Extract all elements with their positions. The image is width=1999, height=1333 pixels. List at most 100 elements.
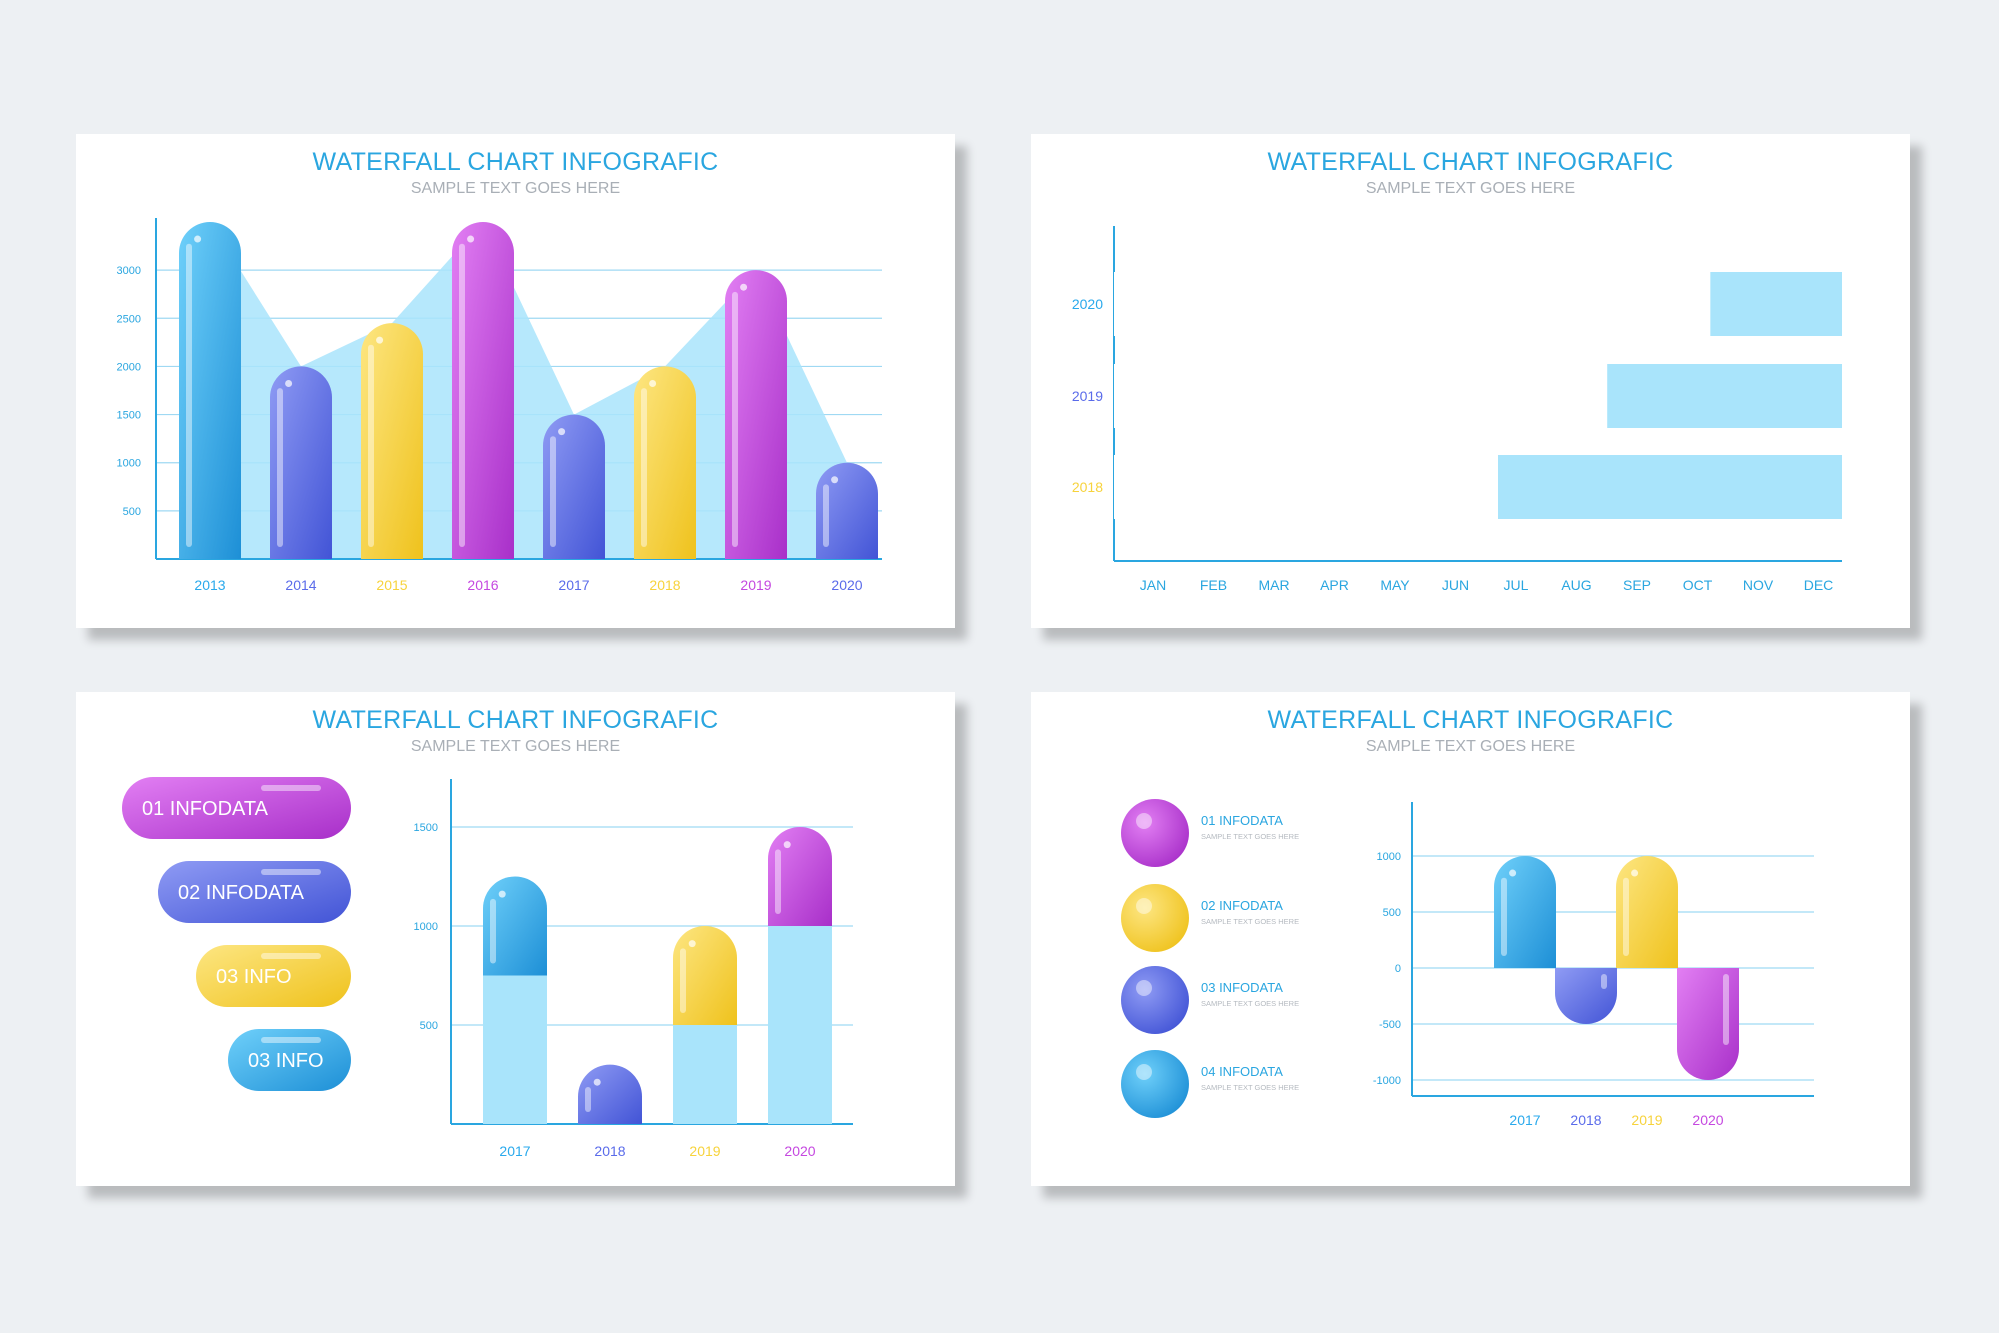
- x-tick-label: OCT: [1683, 577, 1713, 593]
- legend-item: 03 INFODATA SAMPLE TEXT GOES HERE: [1121, 966, 1299, 1034]
- x-tick-label: MAR: [1258, 577, 1289, 593]
- legend-item: 04 INFODATA SAMPLE TEXT GOES HERE: [1121, 1050, 1299, 1118]
- bar: [361, 323, 423, 559]
- x-tick-label: 2019: [740, 577, 771, 593]
- chart-subtitle: SAMPLE TEXT GOES HERE: [410, 738, 621, 755]
- bar: [634, 366, 696, 559]
- chart-card-4: WATERFALL CHART INFOGRAFIC SAMPLE TEXT G…: [1031, 692, 1910, 1186]
- x-tick-label: 2017: [558, 577, 589, 593]
- y-tick-label: 1000: [117, 458, 141, 470]
- y-tick-label: 500: [1383, 907, 1401, 919]
- chart-title: WATERFALL CHART INFOGRAFIC: [1267, 706, 1674, 734]
- x-tick-label: 2020: [1692, 1112, 1723, 1128]
- positive-negative-bar-chart: 1000 500 0 -500 -1000 2017 2018 2019 2020 01 INFO…: [1121, 799, 1814, 1128]
- chart-card-3: WATERFALL CHART INFOGRAFIC SAMPLE TEXT G…: [76, 692, 955, 1186]
- y-tick-label: 2000: [117, 361, 141, 373]
- x-tick-label: AUG: [1561, 577, 1591, 593]
- legend-title: 01 INFODATA: [1201, 813, 1283, 828]
- x-tick-label: 2013: [194, 577, 225, 593]
- legend-item: 03 INFO: [228, 1029, 351, 1091]
- bar: [1677, 968, 1739, 1080]
- bar: [1494, 856, 1556, 968]
- legend-title: 04 INFODATA: [1201, 1064, 1283, 1079]
- legend-item: 02 INFODATA SAMPLE TEXT GOES HERE: [1121, 884, 1299, 952]
- bar: [816, 462, 878, 559]
- legend-title: 03 INFODATA: [1201, 980, 1283, 995]
- bar: [270, 366, 332, 559]
- bar: [578, 1064, 642, 1124]
- bar-gap: [1114, 272, 1711, 336]
- chart-title: WATERFALL CHART INFOGRAFIC: [312, 706, 719, 734]
- y-tick-label: 0: [1395, 963, 1401, 975]
- legend-subtitle: SAMPLE TEXT GOES HERE: [1201, 1083, 1299, 1092]
- x-tick-label: JUL: [1504, 577, 1529, 593]
- y-tick-label: 500: [123, 506, 141, 518]
- y-tick-label: 2019: [1072, 388, 1103, 404]
- gridlines: [1412, 855, 1814, 1081]
- legend-item: 01 INFODATA: [122, 777, 351, 839]
- legend-item: 03 INFO: [196, 945, 351, 1007]
- chart-card-2: WATERFALL CHART INFOGRAFIC SAMPLE TEXT G…: [1031, 134, 1910, 628]
- chart-card-1: WATERFALL CHART INFOGRAFIC SAMPLE TEXT G…: [76, 134, 955, 628]
- chart-subtitle: SAMPLE TEXT GOES HERE: [410, 180, 621, 197]
- y-tick-label: 2018: [1072, 479, 1103, 495]
- y-tick-label: 1500: [414, 822, 438, 834]
- legend-label: 03 INFO: [216, 966, 292, 988]
- x-tick-label: 2015: [376, 577, 407, 593]
- legend-item: 02 INFODATA: [158, 861, 351, 923]
- bar: [179, 222, 241, 559]
- x-tick-label: 2019: [689, 1143, 720, 1159]
- bar: [768, 827, 832, 926]
- x-tick-label: 2018: [1570, 1112, 1601, 1128]
- y-tick-label: -1000: [1373, 1075, 1401, 1087]
- bars: [179, 222, 878, 559]
- bar-gap: [1114, 364, 1608, 428]
- x-tick-label: MAY: [1380, 577, 1410, 593]
- x-tick-label: APR: [1320, 577, 1349, 593]
- x-tick-label: 2017: [499, 1143, 530, 1159]
- bar: [483, 876, 547, 976]
- horizontal-bar-chart: 2020 2019 2018 JAN FEB MAR APR MAY JUN JUL AUG SEP O…: [1072, 226, 1842, 593]
- x-tick-label: 2017: [1509, 1112, 1540, 1128]
- bar-gap: [1114, 455, 1498, 519]
- x-tick-label: JUN: [1442, 577, 1469, 593]
- y-tick-label: 2500: [117, 313, 141, 325]
- x-tick-label: 2020: [831, 577, 862, 593]
- waterfall-bar-chart: 500 1000 1500 2000 2500 3000 2013 2014 2015 2016 2…: [117, 218, 882, 593]
- legend-label: 02 INFODATA: [178, 882, 305, 904]
- legend-title: 02 INFODATA: [1201, 898, 1283, 913]
- x-tick-label: 2019: [1631, 1112, 1662, 1128]
- x-tick-label: 2020: [784, 1143, 815, 1159]
- y-tick-label: 1000: [1377, 851, 1401, 863]
- y-tick-label: -500: [1379, 1019, 1401, 1031]
- legend-label: 01 INFODATA: [142, 798, 269, 820]
- bar: [1616, 856, 1678, 968]
- bar: [543, 414, 605, 559]
- x-tick-label: 2016: [467, 577, 498, 593]
- legend: 01 INFODATA 02 INFODATA 03 INFO 03 INFO: [122, 777, 351, 1091]
- y-tick-label: 3000: [117, 265, 141, 277]
- x-tick-label: FEB: [1200, 577, 1227, 593]
- y-tick-label: 1000: [414, 921, 438, 933]
- legend-subtitle: SAMPLE TEXT GOES HERE: [1201, 999, 1299, 1008]
- bar: [452, 222, 514, 559]
- chart-title: WATERFALL CHART INFOGRAFIC: [312, 148, 719, 176]
- legend-item: 01 INFODATA SAMPLE TEXT GOES HERE: [1121, 799, 1299, 867]
- x-tick-label: DEC: [1804, 577, 1834, 593]
- base-segment: [768, 926, 832, 1124]
- bar: [1555, 968, 1617, 1024]
- y-tick-label: 500: [420, 1020, 438, 1032]
- x-tick-label: JAN: [1140, 577, 1166, 593]
- bar: [673, 926, 737, 1025]
- base-segment: [673, 1025, 737, 1124]
- chart-subtitle: SAMPLE TEXT GOES HERE: [1365, 738, 1576, 755]
- x-tick-label: 2018: [649, 577, 680, 593]
- x-tick-label: 2014: [285, 577, 316, 593]
- bar: [725, 270, 787, 559]
- x-tick-label: NOV: [1743, 577, 1774, 593]
- x-tick-label: 2018: [594, 1143, 625, 1159]
- base-segment: [483, 975, 547, 1124]
- x-tick-label: SEP: [1623, 577, 1651, 593]
- legend-label: 03 INFO: [248, 1050, 324, 1072]
